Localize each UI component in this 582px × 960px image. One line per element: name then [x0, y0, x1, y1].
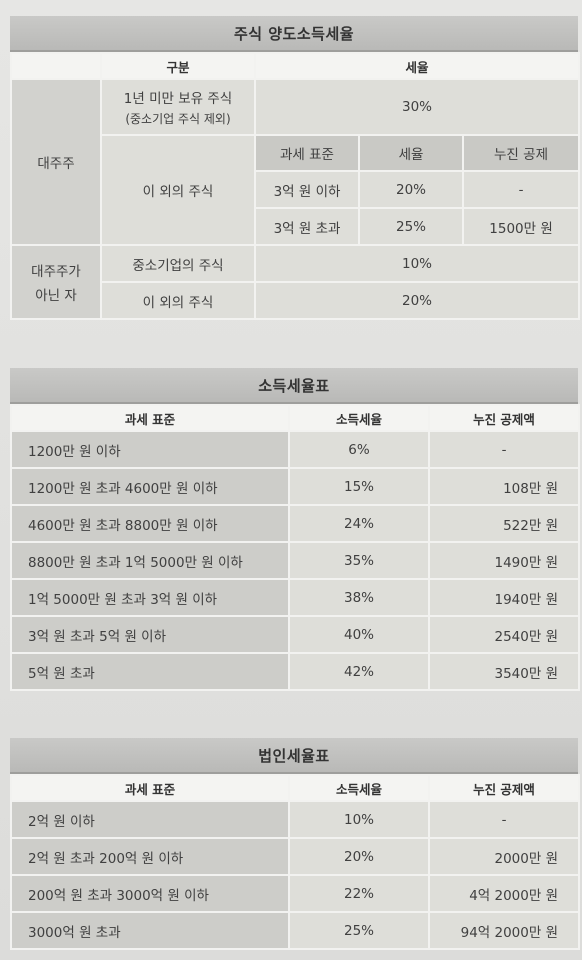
major-shareholder-label: 대주주	[10, 78, 102, 246]
minor-line2: 아닌 자	[35, 288, 77, 304]
sme-stock-rate: 10%	[253, 244, 581, 283]
under1-line2: (중소기업 주식 제외)	[125, 112, 231, 126]
major-row-deduct: 1500만 원	[461, 207, 581, 246]
minor-line1: 대주주가	[31, 264, 81, 280]
corp-row-deduct: 94억 2000만 원	[428, 911, 580, 950]
income-row-rate: 42%	[288, 652, 430, 691]
corp-head-rate: 소득세율	[288, 774, 430, 802]
income-head-deduct: 누진 공제액	[428, 404, 580, 432]
under1-rate: 30%	[253, 78, 581, 136]
income-row-base: 5억 원 초과	[10, 652, 290, 691]
corp-row-deduct: 2000만 원	[428, 837, 580, 876]
corp-row-rate: 20%	[288, 837, 430, 876]
under1-line1: 1년 미만 보유 주식	[123, 91, 233, 107]
stock-tax-title: 주식 양도소득세율	[10, 16, 578, 52]
minor-other-rate: 20%	[253, 281, 581, 320]
income-row-deduct: 1940만 원	[428, 578, 580, 617]
income-row-rate: 38%	[288, 578, 430, 617]
income-row-base: 3억 원 초과 5억 원 이하	[10, 615, 290, 654]
stock-head-category: 구분	[100, 52, 256, 80]
income-row-deduct: 522만 원	[428, 504, 580, 543]
income-head-base: 과세 표준	[10, 404, 290, 432]
income-row-base: 8800만 원 초과 1억 5000만 원 이하	[10, 541, 290, 580]
corp-row-deduct: -	[428, 800, 580, 839]
income-tax-section: 소득세율표 과세 표준 소득세율 누진 공제액 1200만 원 이하 6% - …	[10, 368, 580, 691]
stock-tax-table: 구분 세율 대주주 1년 미만 보유 주식 (중소기업 주식 제외) 30% 이…	[10, 52, 581, 320]
major-row-base: 3억 원 초과	[254, 207, 360, 246]
income-row-base: 1억 5000만 원 초과 3억 원 이하	[10, 578, 290, 617]
corp-head-deduct: 누진 공제액	[428, 774, 580, 802]
income-row-rate: 24%	[288, 504, 430, 543]
income-row-base: 1200만 원 이하	[10, 430, 290, 469]
corp-row-base: 200억 원 초과 3000억 원 이하	[10, 874, 290, 913]
major-row-deduct: -	[461, 170, 581, 209]
income-row-rate: 40%	[288, 615, 430, 654]
sub-head-base: 과세 표준	[254, 134, 360, 172]
income-row-base: 1200만 원 초과 4600만 원 이하	[10, 467, 290, 506]
stock-tax-section: 주식 양도소득세율 구분 세율 대주주 1년 미만 보유 주식 (중소기업 주식…	[10, 16, 581, 320]
corp-row-rate: 22%	[288, 874, 430, 913]
minor-other-stock: 이 외의 주식	[100, 281, 256, 320]
corp-row-base: 3000억 원 초과	[10, 911, 290, 950]
major-other-stock: 이 외의 주식	[100, 134, 256, 246]
corp-row-rate: 25%	[288, 911, 430, 950]
income-head-rate: 소득세율	[288, 404, 430, 432]
sme-stock-label: 중소기업의 주식	[100, 244, 256, 283]
sub-head-rate: 세율	[358, 134, 464, 172]
income-row-base: 4600만 원 초과 8800만 원 이하	[10, 504, 290, 543]
minor-shareholder-label: 대주주가 아닌 자	[10, 244, 102, 320]
income-row-rate: 15%	[288, 467, 430, 506]
corp-tax-section: 법인세율표 과세 표준 소득세율 누진 공제액 2억 원 이하 10% - 2억…	[10, 738, 580, 950]
under1-year-cell: 1년 미만 보유 주식 (중소기업 주식 제외)	[100, 78, 256, 136]
income-row-rate: 35%	[288, 541, 430, 580]
corp-head-base: 과세 표준	[10, 774, 290, 802]
corp-row-base: 2억 원 초과 200억 원 이하	[10, 837, 290, 876]
stock-head-rate: 세율	[253, 52, 581, 80]
income-row-deduct: 1490만 원	[428, 541, 580, 580]
income-row-rate: 6%	[288, 430, 430, 469]
major-row-base: 3억 원 이하	[254, 170, 360, 209]
stock-head-blank	[10, 52, 102, 80]
corp-tax-title: 법인세율표	[10, 738, 578, 774]
major-row-rate: 25%	[358, 207, 464, 246]
income-row-deduct: 108만 원	[428, 467, 580, 506]
major-row-rate: 20%	[358, 170, 464, 209]
income-row-deduct: -	[428, 430, 580, 469]
corp-row-deduct: 4억 2000만 원	[428, 874, 580, 913]
corp-tax-table: 과세 표준 소득세율 누진 공제액 2억 원 이하 10% - 2억 원 초과 …	[10, 774, 580, 950]
income-tax-title: 소득세율표	[10, 368, 578, 404]
income-tax-table: 과세 표준 소득세율 누진 공제액 1200만 원 이하 6% - 1200만 …	[10, 404, 580, 691]
sub-head-deduct: 누진 공제	[461, 134, 581, 172]
income-row-deduct: 2540만 원	[428, 615, 580, 654]
income-row-deduct: 3540만 원	[428, 652, 580, 691]
corp-row-base: 2억 원 이하	[10, 800, 290, 839]
corp-row-rate: 10%	[288, 800, 430, 839]
